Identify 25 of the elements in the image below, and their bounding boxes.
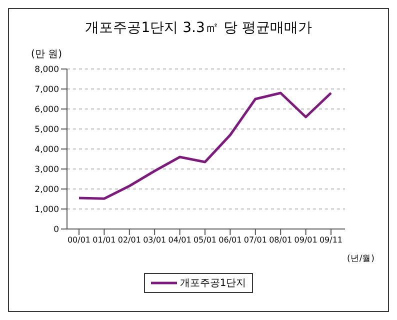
x-tick-label: 01/01 bbox=[92, 236, 116, 245]
y-tick-label: 3,000 bbox=[34, 165, 59, 176]
y-tick-label: 4,000 bbox=[34, 145, 59, 156]
x-tick-label: 02/01 bbox=[118, 236, 141, 245]
x-tick-label: 03/01 bbox=[143, 236, 166, 245]
x-tick-label: 00/01 bbox=[67, 236, 91, 245]
y-tick-label: 0 bbox=[54, 225, 59, 236]
x-tick-label: 09/01 bbox=[294, 236, 318, 245]
x-tick-label: 09/11 bbox=[319, 236, 343, 245]
y-tick-label: 7,000 bbox=[34, 85, 59, 96]
x-tick-label: 06/01 bbox=[218, 236, 242, 245]
legend-label: 개포주공1단지 bbox=[178, 277, 246, 290]
y-tick-label: 6,000 bbox=[34, 105, 59, 116]
x-axis-title: (년/월) bbox=[347, 253, 374, 265]
y-tick-label: 5,000 bbox=[34, 125, 59, 136]
x-tick-label: 08/01 bbox=[269, 236, 292, 245]
y-tick-label: 8,000 bbox=[34, 65, 59, 76]
chart-title: 개포주공1단지 3.3㎡ 당 평균매매가 bbox=[84, 19, 313, 37]
y-axis-title: (만 원) bbox=[31, 48, 62, 61]
y-tick-label: 2,000 bbox=[34, 185, 59, 196]
x-tick-label: 05/01 bbox=[193, 236, 217, 245]
x-tick-label: 04/01 bbox=[168, 236, 192, 245]
line-series bbox=[78, 92, 332, 200]
x-tick-label: 07/01 bbox=[244, 236, 267, 245]
y-tick-label: 1,000 bbox=[34, 205, 59, 216]
